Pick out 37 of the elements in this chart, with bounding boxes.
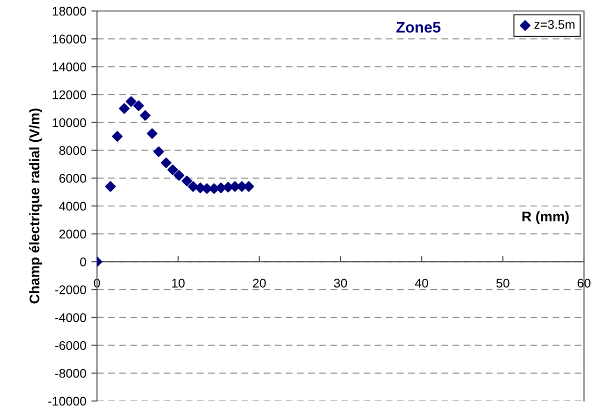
legend-label: z=3.5m: [534, 20, 574, 29]
point: [126, 96, 136, 107]
y-tick-label: 0: [80, 258, 86, 266]
point: [140, 110, 151, 121]
point: [174, 170, 184, 181]
point: [167, 164, 178, 176]
x-tick-label: 10: [172, 278, 185, 288]
point: [133, 100, 144, 112]
y-tick-label: -4000: [55, 313, 86, 322]
point: [118, 103, 130, 114]
y-tick-label: 14000: [52, 62, 86, 72]
y-tick-label: -10000: [48, 396, 86, 406]
x-tick-label: 30: [334, 278, 347, 288]
point: [105, 181, 116, 192]
y-tick-label: 16000: [52, 34, 86, 44]
point: [182, 176, 192, 186]
x-axis-title: R (mm): [522, 211, 569, 224]
y-tick-label: 18000: [52, 6, 86, 16]
y-axis-title: Champ électrique radial (V/m): [29, 108, 42, 304]
y-tick-label: -8000: [55, 368, 86, 378]
point: [112, 131, 123, 142]
point: [146, 128, 158, 139]
y-tick-label: -2000: [55, 285, 86, 294]
x-tick-label: 50: [496, 278, 510, 288]
point: [216, 182, 226, 194]
y-tick-label: 12000: [52, 90, 86, 100]
y-tick-label: 4000: [59, 202, 86, 211]
text: Zone5: [396, 22, 440, 33]
x-tick-label: 20: [253, 278, 266, 288]
y-tick-label: 8000: [59, 146, 86, 155]
y-tick-label: 6000: [59, 174, 86, 183]
y-tick-label: -6000: [55, 341, 86, 350]
point: [160, 158, 172, 168]
point: [153, 146, 164, 157]
y-tick-label: 10000: [52, 118, 86, 128]
y-tick-label: 2000: [59, 230, 86, 239]
x-tick-label: 40: [415, 278, 428, 288]
